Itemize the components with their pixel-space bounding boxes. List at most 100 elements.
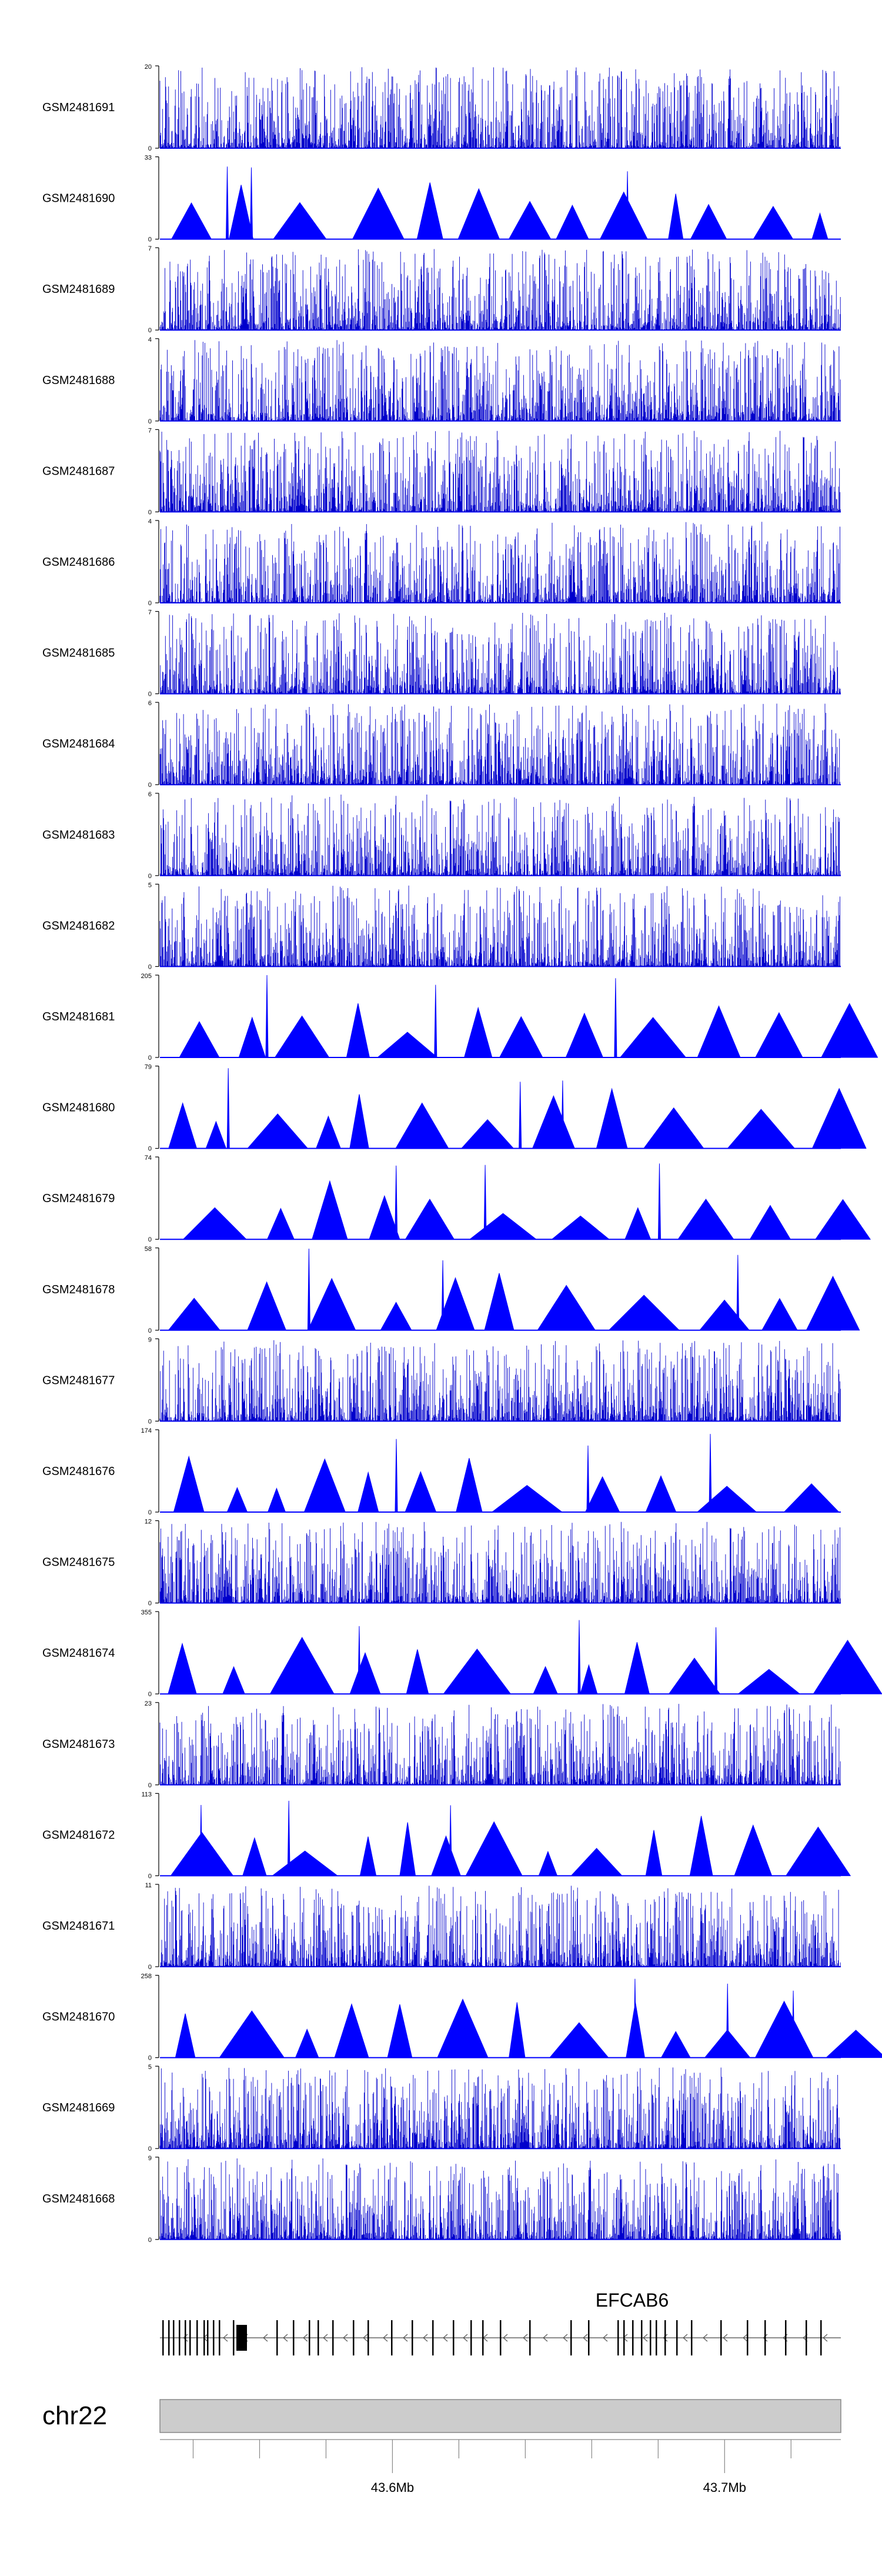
strand-arrow [683,2334,688,2342]
strand-arrow [403,2334,408,2342]
track-label: GSM2481691 [42,101,115,114]
y-tick-label-max: 7 [148,609,152,616]
exon [785,2320,787,2355]
track-GSM2481673: GSM2481673 23 0 [42,1700,841,1789]
exon [173,2320,175,2355]
exon [720,2320,722,2355]
y-tick-label-max: 4 [148,518,152,525]
y-tick-label-max: 11 [145,1882,152,1889]
track-label: GSM2481672 [42,1828,115,1841]
strand-arrow [423,2334,428,2342]
exon [676,2320,678,2355]
track-GSM2481670: GSM2481670 258 0 [42,1973,882,2062]
y-tick-label-min: 0 [148,1782,152,1789]
y-tick-label-max: 174 [141,1427,152,1434]
signal-coverage [159,795,841,876]
strand-arrow [523,2334,528,2342]
y-tick-label-min: 0 [148,236,152,243]
y-tick-label-max: 58 [145,1246,152,1253]
track-label: GSM2481680 [42,1102,115,1115]
strand-arrow [603,2334,608,2342]
signal-coverage [159,340,841,421]
y-tick-label-max: 6 [148,700,152,707]
exon [470,2320,472,2355]
exon [500,2320,502,2355]
y-tick-label-min: 0 [148,1236,152,1243]
track-GSM2481676: GSM2481676 174 0 [42,1427,841,1516]
y-tick-label-min: 0 [148,1327,152,1334]
strand-arrow [543,2334,548,2342]
track-label: GSM2481678 [42,1283,115,1296]
y-tick-label-max: 20 [145,64,152,71]
signal-coverage [159,1340,841,1422]
y-tick-label-min: 0 [148,691,152,698]
exon [617,2320,619,2355]
signal-coverage [179,975,878,1058]
track-label: GSM2481685 [42,647,115,660]
strand-arrow [503,2334,508,2342]
y-tick-label-max: 9 [148,2155,152,2162]
signal-coverage [168,1068,867,1149]
y-tick-label-min: 0 [148,1691,152,1698]
gene-track: EFCAB6 [160,2290,841,2355]
y-tick-label-max: 33 [145,155,152,162]
y-tick-label-min: 0 [148,600,152,607]
strand-arrow [183,2334,188,2342]
exon [213,2320,215,2355]
track-label: GSM2481682 [42,919,115,932]
track-label: GSM2481675 [42,1556,115,1569]
y-tick-label-max: 7 [148,427,152,434]
track-GSM2481690: GSM2481690 33 0 [42,155,841,243]
track-label: GSM2481677 [42,1374,115,1387]
exon [353,2320,355,2355]
signal-coverage [175,1978,882,2058]
signal-coverage [159,2067,841,2149]
track-GSM2481672: GSM2481672 113 0 [42,1791,851,1880]
exon [179,2320,181,2355]
signal-coverage [159,1886,841,1967]
track-GSM2481680: GSM2481680 79 0 [42,1064,867,1153]
y-tick-label-min: 0 [148,1146,152,1153]
track-label: GSM2481679 [42,1192,115,1205]
y-tick-label-max: 79 [145,1064,152,1071]
y-tick-label-min: 0 [148,2055,152,2062]
strand-arrow [283,2334,288,2342]
strand-arrow [823,2334,828,2342]
track-GSM2481684: GSM2481684 6 0 [42,700,841,789]
y-tick-label-max: 5 [148,882,152,889]
chromosome-track: chr22 [42,2399,841,2433]
y-tick-label-min: 0 [148,1873,152,1880]
track-GSM2481668: GSM2481668 9 0 [42,2155,841,2244]
strand-arrow [443,2334,448,2342]
strand-arrow [643,2334,648,2342]
y-tick-label-max: 6 [148,791,152,798]
track-GSM2481669: GSM2481669 5 0 [42,2064,841,2153]
exon [309,2320,310,2355]
y-tick-label-min: 0 [148,873,152,880]
signal-coverage [182,1163,871,1240]
signal-coverage [173,1434,840,1513]
y-tick-label-min: 0 [148,327,152,334]
exon [691,2320,693,2355]
y-tick-label-min: 0 [148,1509,152,1516]
exon [820,2320,822,2355]
signal-coverage [168,1620,882,1694]
exon [432,2320,434,2355]
signal-coverage [159,885,841,967]
exon [203,2320,205,2355]
exon [588,2320,590,2355]
y-tick-label-min: 0 [148,1600,152,1607]
strand-arrow [763,2334,768,2342]
signal-coverage [159,703,840,785]
chromosome-label: chr22 [42,2401,107,2430]
gene-exons [162,2320,822,2355]
signal-coverage [159,613,841,694]
track-label: GSM2481684 [42,738,115,750]
exon [747,2320,749,2355]
track-GSM2481682: GSM2481682 5 0 [42,882,841,970]
track-label: GSM2481687 [42,465,115,478]
y-tick-label-min: 0 [148,2145,152,2153]
exon [391,2320,393,2355]
track-GSM2481678: GSM2481678 58 0 [42,1246,860,1334]
